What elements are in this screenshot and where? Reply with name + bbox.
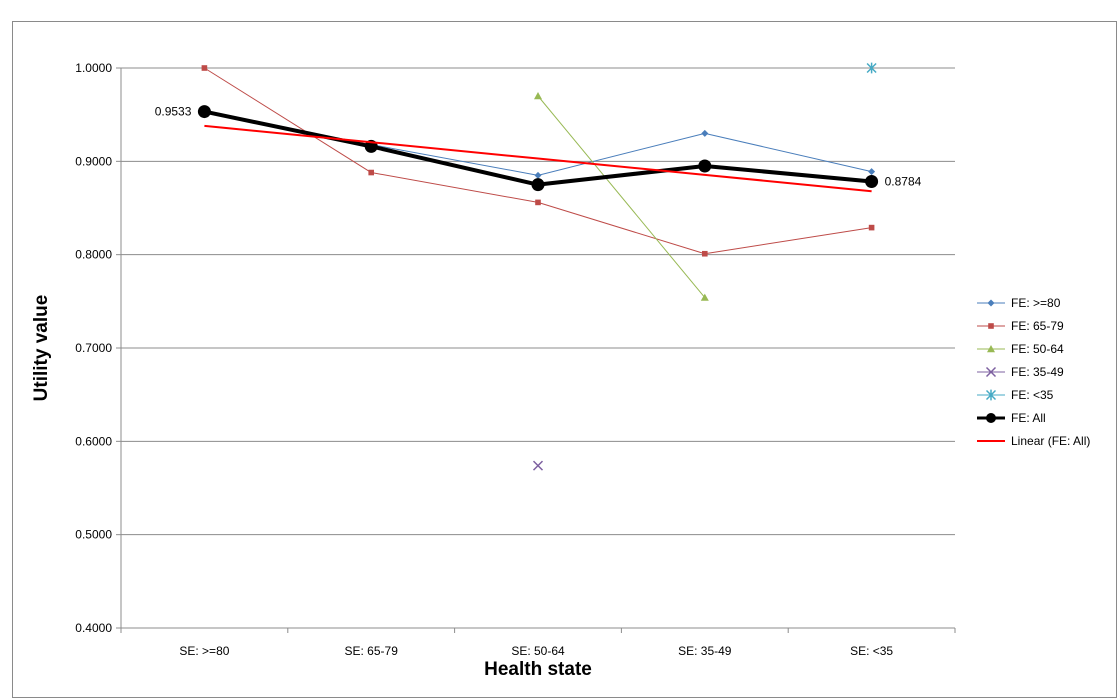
y-axis-title: Utility value xyxy=(31,295,52,402)
legend-item: FE: 65-79 xyxy=(977,319,1064,333)
series-FE: All xyxy=(197,105,879,192)
legend-swatch-marker xyxy=(985,389,997,401)
data-point xyxy=(865,174,879,188)
data-point xyxy=(702,250,708,257)
legend: FE: >=80 FE: 65-79 FE: 50-64 FE: 35-49 FE: <… xyxy=(977,296,1090,448)
legend-label: FE: 65-79 xyxy=(1011,319,1064,333)
series-Linear (FE: All) xyxy=(204,124,872,193)
y-tick-label: 0.6000 xyxy=(75,434,112,448)
series-line xyxy=(537,95,706,298)
x-tick-label: SE: 50-64 xyxy=(511,644,565,658)
legend-swatch-marker xyxy=(985,366,997,378)
data-point xyxy=(698,159,712,173)
data-point xyxy=(532,460,544,471)
legend-label: FE: All xyxy=(1011,411,1046,425)
data-point xyxy=(868,168,876,176)
legend-swatch-marker xyxy=(987,299,995,307)
data-point xyxy=(201,65,208,71)
data-point xyxy=(368,169,374,176)
legend-label: FE: >=80 xyxy=(1011,296,1061,310)
legend-label: FE: <35 xyxy=(1011,388,1054,402)
legend-label: FE: 35-49 xyxy=(1011,365,1064,379)
chart-frame: 0.4000 0.5000 0.6000 0.7000 0.8000 0.9000 1.00… xyxy=(12,21,1117,698)
series-FE: 35-49 xyxy=(532,460,544,471)
series-line xyxy=(204,124,872,193)
legend-label: Linear (FE: All) xyxy=(1011,434,1090,448)
data-point xyxy=(197,105,211,119)
data-label: 0.9533 xyxy=(155,105,192,119)
data-label: 0.8784 xyxy=(885,174,922,188)
data-point xyxy=(700,293,709,301)
data-point xyxy=(535,199,541,206)
series-FE: 50-64 xyxy=(534,92,709,301)
x-tick-label: SE: 35-49 xyxy=(678,644,732,658)
x-axis: SE: >=80 SE: 65-79 SE: 50-64 SE: 35-49 SE: <… xyxy=(120,628,956,658)
x-axis-title: Health state xyxy=(484,659,592,680)
legend-swatch-marker xyxy=(988,323,994,329)
series-line xyxy=(371,132,872,176)
data-point xyxy=(701,129,709,137)
legend-label: FE: 50-64 xyxy=(1011,342,1064,356)
x-tick-label: SE: >=80 xyxy=(179,644,229,658)
y-tick-label: 1.0000 xyxy=(75,61,112,75)
y-gridlines: 0.4000 0.5000 0.6000 0.7000 0.8000 0.9000 1.00… xyxy=(75,61,955,635)
legend-item: FE: <35 xyxy=(977,388,1054,402)
y-tick-label: 0.4000 xyxy=(75,621,112,635)
legend-item: FE: All xyxy=(977,411,1046,425)
legend-item: FE: 35-49 xyxy=(977,365,1064,379)
data-point xyxy=(531,178,545,192)
x-tick-label: SE: 65-79 xyxy=(345,644,399,658)
legend-swatch-marker xyxy=(986,413,996,423)
legend-item: FE: 50-64 xyxy=(977,342,1064,356)
y-tick-label: 0.5000 xyxy=(75,528,112,542)
series-FE: <35 xyxy=(866,62,877,74)
data-point xyxy=(868,224,875,231)
y-tick-label: 0.7000 xyxy=(75,341,112,355)
data-point xyxy=(534,92,542,100)
y-tick-label: 0.8000 xyxy=(75,248,112,262)
series-FE: >=80 xyxy=(367,129,876,179)
legend-swatch-marker xyxy=(987,345,995,353)
y-tick-label: 0.9000 xyxy=(75,154,112,168)
x-tick-label: SE: <35 xyxy=(850,644,893,658)
legend-item: Linear (FE: All) xyxy=(977,434,1090,448)
data-point xyxy=(534,171,542,179)
data-point xyxy=(866,62,877,74)
line-chart: 0.4000 0.5000 0.6000 0.7000 0.8000 0.9000 1.00… xyxy=(31,61,1090,680)
legend-item: FE: >=80 xyxy=(977,296,1061,310)
